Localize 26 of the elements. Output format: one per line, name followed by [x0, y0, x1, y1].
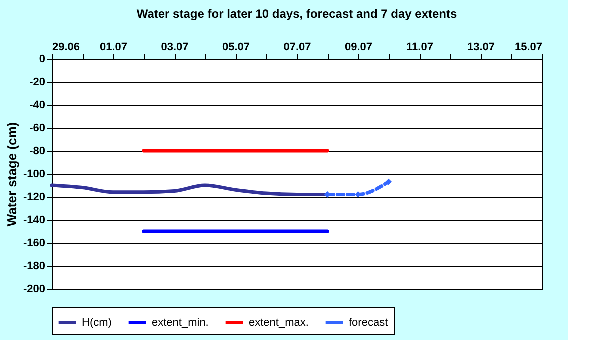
y-axis-title: Water stage (cm)	[4, 122, 20, 227]
y-tick-label: -60	[30, 122, 46, 134]
x-tick-label: 29.06	[52, 42, 80, 54]
y-tick-label: -180	[23, 260, 46, 272]
legend-label: extent_max.	[249, 316, 309, 329]
y-tick-label: -200	[23, 284, 46, 296]
y-tick-label: -120	[23, 192, 46, 204]
x-tick-label: 07.07	[284, 42, 312, 54]
y-tick-label: 0	[39, 54, 46, 66]
y-tick-label: -140	[23, 214, 46, 226]
x-tick-label: 13.07	[467, 42, 496, 54]
x-tick-label: 11.07	[406, 42, 434, 54]
x-tick-label: 09.07	[344, 42, 373, 54]
legend-label: extent_min.	[152, 316, 209, 329]
legend-label: H(cm)	[82, 316, 112, 329]
legend-label: forecast	[349, 316, 388, 329]
y-tick-label: -20	[30, 76, 46, 88]
x-tick-label: 03.07	[161, 42, 189, 54]
y-tick-label: -160	[23, 238, 46, 250]
y-tick-label: -80	[30, 146, 46, 158]
x-tick-label: 01.07	[100, 42, 128, 54]
y-tick-label: -100	[23, 168, 46, 180]
y-tick-label: -40	[30, 100, 46, 112]
x-tick-label: 05.07	[222, 42, 250, 54]
x-tick-label: 15.07	[514, 42, 542, 54]
chart-title: Water stage for later 10 days, forecast and 7 day extents	[136, 7, 458, 21]
